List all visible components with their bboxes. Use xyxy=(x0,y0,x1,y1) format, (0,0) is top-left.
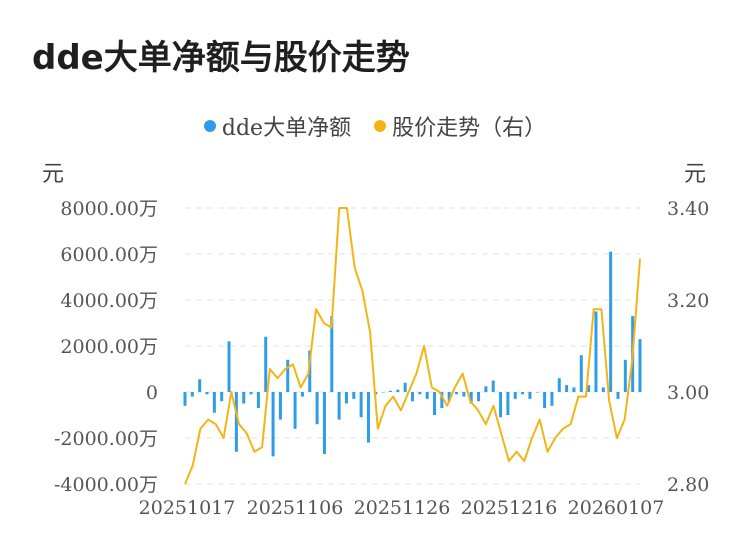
dde-bar xyxy=(579,355,583,392)
dde-bar xyxy=(205,392,209,395)
dde-bar xyxy=(433,392,437,415)
dde-bar xyxy=(455,392,459,395)
right-axis-unit: 元 xyxy=(684,162,707,187)
dde-bar xyxy=(506,392,510,415)
legend: dde大单净额 股价走势（右） xyxy=(0,110,750,142)
dde-bar xyxy=(337,392,341,420)
dde-bar xyxy=(521,392,525,395)
dde-bar xyxy=(469,392,473,404)
dde-bar xyxy=(234,392,238,452)
dde-bar xyxy=(286,359,290,392)
dde-bar xyxy=(227,341,231,392)
dde-bar xyxy=(381,392,385,393)
dde-bar xyxy=(491,380,495,392)
dde-bar xyxy=(609,251,613,392)
right-tick-label: 3.20 xyxy=(667,290,709,312)
x-tick-label: 20251017 xyxy=(139,497,236,519)
x-tick-label: 20251106 xyxy=(247,497,344,519)
dde-bar xyxy=(388,390,392,392)
dde-bar xyxy=(601,387,605,392)
dde-bar xyxy=(425,392,429,399)
left-tick-label: -2000.00万 xyxy=(54,428,158,450)
dde-bar xyxy=(550,392,554,406)
right-tick-label: 3.00 xyxy=(667,382,709,404)
dde-bar xyxy=(212,392,216,413)
dde-bar xyxy=(572,387,576,392)
dde-bar xyxy=(418,392,422,395)
dde-bar xyxy=(616,392,620,399)
dde-bar xyxy=(308,350,312,392)
dde-bar xyxy=(293,392,297,429)
dde-bar xyxy=(322,392,326,455)
dde-bar xyxy=(587,385,591,392)
x-tick-label: 20251216 xyxy=(461,497,558,519)
dde-bar xyxy=(330,316,334,392)
dde-bar xyxy=(543,392,547,409)
left-tick-label: 6000.00万 xyxy=(60,244,158,266)
legend-marker-price xyxy=(374,120,387,132)
dde-bar xyxy=(528,392,532,399)
dde-bar xyxy=(565,385,569,392)
dde-bar xyxy=(256,392,260,409)
dde-bar xyxy=(477,392,481,402)
dde-bar xyxy=(344,392,348,404)
right-tick-label: 3.40 xyxy=(667,198,709,220)
dde-bar xyxy=(403,382,407,392)
x-tick-label: 20251126 xyxy=(354,497,451,519)
dde-bar xyxy=(271,392,275,457)
dde-bar xyxy=(264,336,268,392)
right-tick-label: 2.80 xyxy=(667,474,709,496)
dde-bar xyxy=(594,311,598,392)
dde-bar xyxy=(278,392,282,420)
dde-bar xyxy=(499,392,503,418)
dde-bar xyxy=(242,392,246,404)
x-tick-label: 20260107 xyxy=(568,497,665,519)
dde-bar xyxy=(462,392,466,397)
left-tick-label: 4000.00万 xyxy=(60,290,158,312)
dde-bar xyxy=(190,392,194,397)
dde-bar xyxy=(484,386,488,392)
dde-bar xyxy=(411,392,414,402)
dde-bar xyxy=(396,389,400,392)
legend-label-dde: dde大单净额 xyxy=(221,116,352,141)
dde-bar xyxy=(447,392,451,402)
dde-bar xyxy=(535,392,539,393)
left-tick-label: 0 xyxy=(146,382,158,404)
left-tick-label: 2000.00万 xyxy=(60,336,158,358)
left-tick-label: 8000.00万 xyxy=(60,198,158,220)
legend-label-price: 股价走势（右） xyxy=(392,116,547,141)
dde-bar xyxy=(638,339,642,392)
legend-item-price[interactable]: 股价走势（右） xyxy=(374,110,546,142)
chart-title: dde大单净额与股价走势 xyxy=(32,38,410,78)
dde-bar xyxy=(249,392,253,395)
dde-bar xyxy=(300,392,304,397)
dde-bar xyxy=(557,378,561,392)
left-tick-label: -4000.00万 xyxy=(54,474,158,496)
dde-bar xyxy=(440,392,444,409)
dde-bar xyxy=(513,392,517,399)
dde-bar xyxy=(183,392,187,406)
left-axis-unit: 元 xyxy=(42,162,65,187)
legend-marker-dde xyxy=(203,120,216,132)
dde-bar xyxy=(198,379,202,392)
dde-bar xyxy=(366,392,370,443)
dde-bar xyxy=(623,359,627,392)
dde-bar xyxy=(359,392,363,418)
dde-bar xyxy=(352,392,356,399)
legend-item-dde[interactable]: dde大单净额 xyxy=(203,110,352,142)
dde-bar xyxy=(315,392,319,425)
dde-bar xyxy=(220,392,224,402)
price-line xyxy=(184,207,641,485)
